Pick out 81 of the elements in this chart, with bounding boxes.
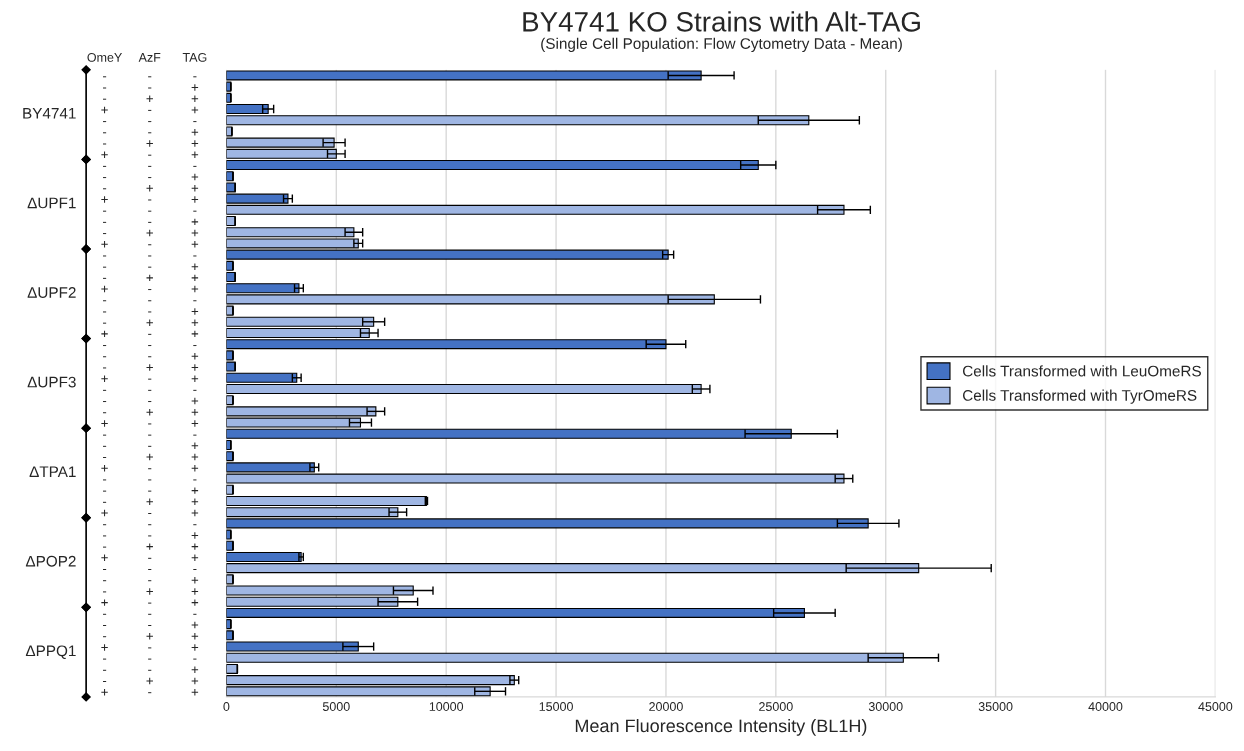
y-tick-label: - + + [102,409,199,416]
y-tick-label: + - + [101,196,199,203]
x-tick-label: 20000 [649,702,683,711]
y-tick-label: - - - [102,255,197,257]
x-tick-label: 25000 [759,702,793,711]
legend-label: Cells Transformed with LeuOmeRS [962,365,1201,377]
y-tick-label: - - - [102,613,197,615]
chart-subtitle: (Single Cell Population: Flow Cytometry Data - Mean) [541,37,902,52]
x-tick-label: 15000 [539,702,573,711]
y-tick-label: - + + [102,453,199,461]
y-tick-label: - + + [102,95,199,102]
y-tick-label: - - + [102,84,199,91]
text: ΔUPF2 [27,287,76,298]
text: TAG [182,52,207,62]
y-tick-label: + - + [101,285,199,293]
y-tick-label: - - - [102,345,197,347]
y-tick-label: + - + [101,644,199,651]
text: ΔPPQ1 [25,645,76,659]
y-tick-label: + - + [101,554,199,562]
y-tick-label: - + + [102,274,199,282]
y-tick-label: - - - [102,479,197,481]
y-tick-label: - - + [102,621,199,629]
y-tick-label: - - + [102,487,199,494]
y-tick-label: - - - [102,76,197,78]
y-tick-label: - + + [102,229,199,237]
text: ΔTPA1 [29,466,76,477]
y-tick-label: - + + [102,140,199,147]
x-tick-label: 45000 [1198,702,1233,711]
y-tick-label: - - - [102,389,197,391]
x-tick-label: 0 [223,702,230,711]
y-tick-label: + - + [101,151,199,158]
text: ΔUPF1 [27,197,76,209]
y-tick-label: - + + [102,364,199,371]
y-tick-label: + - + [101,241,199,248]
y-tick-label: - - - [102,434,197,436]
y-tick-label: - + + [102,632,199,640]
y-tick-label: - - - [102,658,197,660]
y-tick-label: - + + [102,498,199,506]
y-tick-label: - - + [102,353,199,360]
y-tick-label: + - + [101,420,199,427]
y-tick-label: - - + [102,263,199,270]
y-tick-label: + - + [101,106,199,114]
y-tick-label: - - + [102,173,199,181]
x-tick-label: 5000 [322,702,350,711]
y-tick-label: + - + [101,465,199,472]
y-tick-label: - + + [102,588,199,595]
x-tick-label: 40000 [1088,702,1123,711]
y-tick-label: - - - [102,210,197,212]
y-tick-label: - - + [102,397,199,405]
y-tick-label: - + + [102,543,199,550]
y-tick-label: - - - [102,165,197,167]
x-tick-label: 35000 [978,702,1013,711]
y-tick-label: - + + [102,185,199,192]
x-axis-title: Mean Fluorescence Intensity (BL1H) [575,719,867,736]
text: ΔUPF3 [27,376,76,388]
y-tick-label: - - - [102,569,197,571]
y-tick-label: + - + [101,375,199,382]
y-tick-label: - + + [102,319,199,326]
chart-title: BY4741 KO Strains with Alt-TAG [523,11,920,32]
y-tick-label: + - + [101,330,199,338]
text: AzF [138,53,161,62]
y-tick-label: - - + [102,218,199,226]
text: ΔPOP2 [25,555,76,567]
x-tick-label: 30000 [868,702,903,711]
text: OmeY [87,52,123,62]
y-tick-label: + - + [101,599,199,606]
y-tick-label: - - + [102,666,199,674]
x-tick-label: 10000 [429,702,464,711]
y-tick-label: - - + [102,129,199,136]
y-tick-label: - - + [102,532,199,539]
y-tick-label: - - + [102,576,199,584]
y-tick-label: - - - [102,121,197,123]
y-tick-label: - - + [102,308,199,315]
y-tick-label: - - - [102,300,197,302]
y-tick-label: + - + [101,509,199,517]
y-tick-label: - - - [102,524,197,526]
y-tick-label: - + + [102,677,199,685]
y-tick-label: + - + [101,688,199,696]
text: BY4741 [23,108,76,119]
y-tick-label: - - + [102,442,199,450]
legend-label: Cells Transformed with TyrOmeRS [962,389,1197,404]
